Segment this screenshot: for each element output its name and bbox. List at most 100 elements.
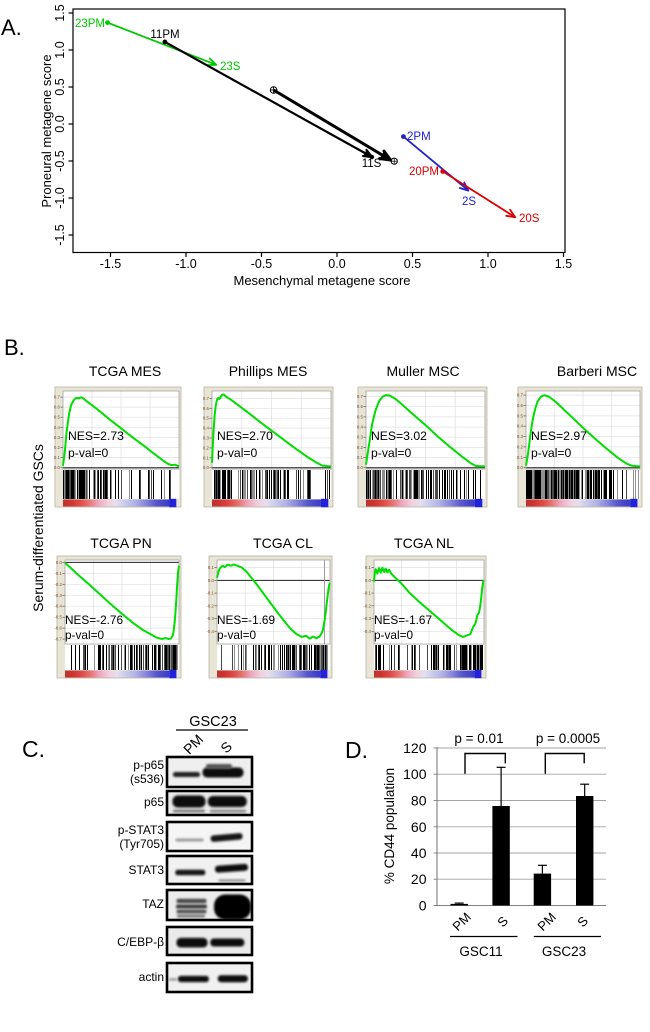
svg-text:% CD44 population: % CD44 population xyxy=(382,768,397,884)
svg-text:actin: actin xyxy=(139,970,164,984)
svg-text:p-val=0: p-val=0 xyxy=(217,628,256,642)
svg-text:C.: C. xyxy=(22,736,45,762)
svg-text:1.0: 1.0 xyxy=(479,257,496,271)
svg-text:20PM: 20PM xyxy=(409,166,439,178)
svg-text:20S: 20S xyxy=(519,213,540,225)
svg-text:60: 60 xyxy=(411,819,427,835)
svg-text:0.0: 0.0 xyxy=(357,465,364,470)
svg-text:0.1: 0.1 xyxy=(517,455,524,460)
svg-text:p-p65: p-p65 xyxy=(133,758,164,772)
svg-text:-1.0: -1.0 xyxy=(53,187,67,209)
svg-text:40: 40 xyxy=(411,845,427,861)
svg-text:0.0: 0.0 xyxy=(56,560,63,565)
svg-text:TCGA NL: TCGA NL xyxy=(394,535,454,551)
svg-text:Muller MSC: Muller MSC xyxy=(386,363,459,379)
svg-text:Barberi MSC: Barberi MSC xyxy=(557,363,637,379)
svg-text:0.1: 0.1 xyxy=(203,455,210,460)
svg-text:p-STAT3: p-STAT3 xyxy=(118,823,165,837)
svg-text:Proneural metagene score: Proneural metagene score xyxy=(39,54,54,207)
svg-text:2PM: 2PM xyxy=(407,131,431,143)
svg-text:NES=2.73: NES=2.73 xyxy=(68,429,124,443)
svg-text:0.6: 0.6 xyxy=(357,404,364,409)
svg-text:0.0: 0.0 xyxy=(54,465,61,470)
svg-text:20: 20 xyxy=(411,871,427,887)
svg-text:(s536): (s536) xyxy=(130,772,164,786)
svg-text:1.5: 1.5 xyxy=(53,4,67,21)
svg-text:0.1: 0.1 xyxy=(208,565,215,570)
svg-text:0.2: 0.2 xyxy=(357,445,364,450)
svg-text:(Tyr705): (Tyr705) xyxy=(119,837,164,851)
svg-text:C/EBP-β: C/EBP-β xyxy=(117,935,164,949)
svg-text:-1.5: -1.5 xyxy=(53,224,67,246)
svg-text:NES=2.97: NES=2.97 xyxy=(531,429,587,443)
svg-text:0.4: 0.4 xyxy=(54,425,61,430)
svg-text:0.0: 0.0 xyxy=(203,465,210,470)
svg-text:0.3: 0.3 xyxy=(54,435,61,440)
svg-text:NES=-1.67: NES=-1.67 xyxy=(374,613,432,627)
svg-text:0.3: 0.3 xyxy=(517,434,524,439)
svg-text:B.: B. xyxy=(4,335,25,360)
svg-text:0.2: 0.2 xyxy=(54,445,61,450)
svg-text:0.6: 0.6 xyxy=(203,406,210,411)
svg-text:1.0: 1.0 xyxy=(53,41,67,58)
svg-text:0.6: 0.6 xyxy=(54,405,61,410)
svg-text:-0.3: -0.3 xyxy=(206,616,214,621)
svg-text:NES=2.70: NES=2.70 xyxy=(217,429,273,443)
svg-text:D.: D. xyxy=(345,737,368,763)
svg-text:0.0: 0.0 xyxy=(517,465,524,470)
svg-text:p-val=0: p-val=0 xyxy=(531,446,572,460)
svg-text:-0.3: -0.3 xyxy=(363,616,371,621)
svg-text:p-val=0: p-val=0 xyxy=(65,628,104,642)
svg-text:-0.1: -0.1 xyxy=(54,571,62,576)
svg-text:0.0: 0.0 xyxy=(208,578,215,583)
svg-text:0.5: 0.5 xyxy=(203,416,210,421)
svg-text:0.1: 0.1 xyxy=(357,455,364,460)
svg-text:0.1: 0.1 xyxy=(54,455,61,460)
svg-text:0.5: 0.5 xyxy=(404,257,421,271)
svg-text:p-val=0: p-val=0 xyxy=(217,446,258,460)
svg-text:0.2: 0.2 xyxy=(517,444,524,449)
svg-text:0.4: 0.4 xyxy=(203,426,210,431)
svg-text:p-val=0: p-val=0 xyxy=(68,446,109,460)
svg-text:-0.6: -0.6 xyxy=(54,626,62,631)
svg-text:0.7: 0.7 xyxy=(54,395,61,400)
svg-text:-0.5: -0.5 xyxy=(53,150,67,172)
svg-text:-0.4: -0.4 xyxy=(363,629,371,634)
svg-text:0.0: 0.0 xyxy=(328,257,345,271)
svg-text:NES=-2.76: NES=-2.76 xyxy=(65,613,123,627)
svg-text:p65: p65 xyxy=(144,795,164,809)
svg-text:11S: 11S xyxy=(362,158,382,170)
svg-text:0.3: 0.3 xyxy=(203,436,210,441)
svg-text:0.4: 0.4 xyxy=(517,424,524,429)
svg-text:0.0: 0.0 xyxy=(53,115,67,132)
svg-text:0.5: 0.5 xyxy=(53,78,67,95)
svg-text:GSC11: GSC11 xyxy=(459,944,502,959)
svg-text:0.0: 0.0 xyxy=(365,578,372,583)
svg-text:-0.5: -0.5 xyxy=(54,615,62,620)
svg-text:TCGA PN: TCGA PN xyxy=(90,535,151,551)
svg-text:0.7: 0.7 xyxy=(203,396,210,401)
svg-text:p = 0.01: p = 0.01 xyxy=(454,731,503,746)
svg-text:-0.4: -0.4 xyxy=(206,629,214,634)
svg-text:0.5: 0.5 xyxy=(517,413,524,418)
svg-text:-0.5: -0.5 xyxy=(251,257,273,271)
svg-text:-0.1: -0.1 xyxy=(363,591,371,596)
svg-text:NES=-1.69: NES=-1.69 xyxy=(217,613,275,627)
svg-text:TCGA CL: TCGA CL xyxy=(253,535,313,551)
svg-text:0.5: 0.5 xyxy=(357,414,364,419)
svg-text:Phillips MES: Phillips MES xyxy=(229,363,308,379)
svg-text:0.3: 0.3 xyxy=(357,435,364,440)
svg-text:-0.2: -0.2 xyxy=(54,582,62,587)
svg-text:Mesenchymal metagene score: Mesenchymal metagene score xyxy=(233,273,410,288)
svg-text:0: 0 xyxy=(419,898,427,914)
svg-text:Serum-differentiated GSCs: Serum-differentiated GSCs xyxy=(30,444,46,612)
svg-text:-0.4: -0.4 xyxy=(54,604,62,609)
svg-text:11PM: 11PM xyxy=(150,29,179,41)
svg-text:TAZ: TAZ xyxy=(142,897,164,911)
svg-text:-0.2: -0.2 xyxy=(206,603,214,608)
svg-text:-0.1: -0.1 xyxy=(206,591,214,596)
svg-text:p-val=0: p-val=0 xyxy=(374,628,413,642)
svg-text:120: 120 xyxy=(403,740,427,756)
svg-text:23PM: 23PM xyxy=(75,18,105,30)
svg-text:-1.5: -1.5 xyxy=(100,257,122,271)
